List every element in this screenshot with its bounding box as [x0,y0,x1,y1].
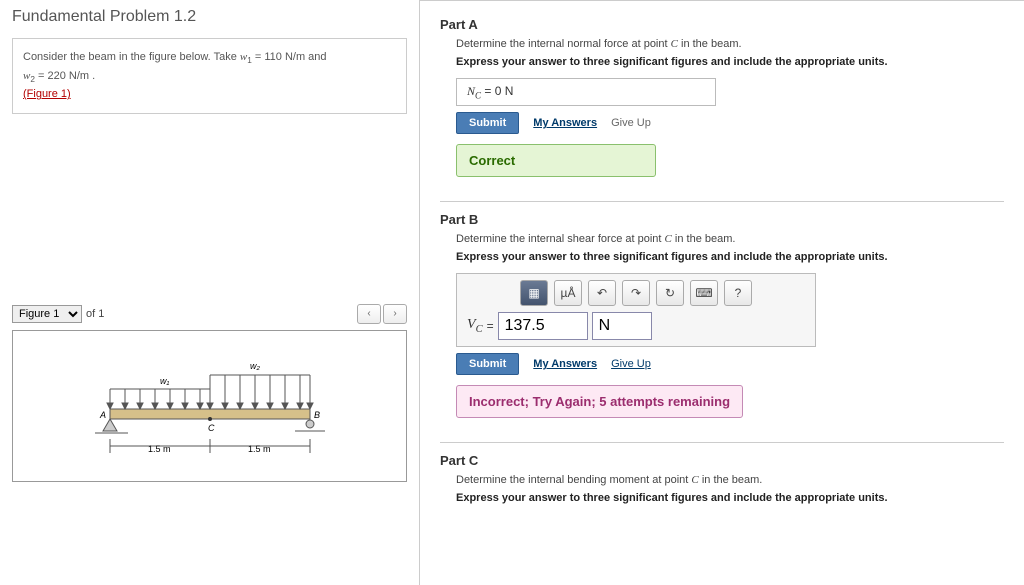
part-a-buttons: Submit My Answers Give Up [456,112,1004,134]
part-b-input-row: VC = [467,312,805,340]
part-b-buttons: Submit My Answers Give Up [456,353,1004,375]
dim-2: 1.5 m [248,444,271,454]
figure-header: Figure 1 of 1 ‹ › [12,304,407,324]
figure-next-button[interactable]: › [383,304,407,324]
part-b-eq: = [487,319,494,333]
equation-tool-icon[interactable]: ▦ [520,280,548,306]
part-c-instr: Determine the internal bending moment at… [456,474,1004,486]
figure-select[interactable]: Figure 1 [12,305,82,323]
reset-button[interactable]: ↻ [656,280,684,306]
w2-unit: N/m [69,70,89,82]
prompt-mid: and [305,51,326,63]
keyboard-button[interactable]: ⌨ [690,280,718,306]
units-tool-button[interactable]: µÅ [554,280,582,306]
part-a-my-answers-link[interactable]: My Answers [533,117,597,129]
figure-frame: w₁ w₂ A B C 1.5 m 1.5 m [12,330,407,482]
part-a-answer-display: NC = 0 N [456,78,716,106]
part-a-instr: Determine the internal normal force at p… [456,38,1004,50]
redo-button[interactable]: ↷ [622,280,650,306]
part-c-bold: Express your answer to three significant… [456,492,1004,504]
w1-eq: = 110 [252,51,285,63]
right-panel: Part A Determine the internal normal for… [420,0,1024,585]
left-panel: Fundamental Problem 1.2 Consider the bea… [0,0,420,585]
w1-unit: N/m [285,51,305,63]
figure-nav: ‹ › [357,304,407,324]
part-b-var: VC [467,317,483,335]
w2-eq: = 220 [35,70,69,82]
part-a-bold: Express your answer to three significant… [456,56,1004,68]
undo-button[interactable]: ↶ [588,280,616,306]
problem-title: Fundamental Problem 1.2 [12,8,407,26]
part-b-my-answers-link[interactable]: My Answers [533,358,597,370]
part-b-value-input[interactable] [498,312,588,340]
part-b-feedback: Incorrect; Try Again; 5 attempts remaini… [456,385,743,418]
help-button[interactable]: ? [724,280,752,306]
part-b-unit-input[interactable] [592,312,652,340]
point-c: C [208,423,215,433]
w1-label: w₁ [160,376,169,386]
part-b-input-box: ▦ µÅ ↶ ↷ ↻ ⌨ ? VC = [456,273,816,347]
part-b-submit-button[interactable]: Submit [456,353,519,375]
dim-1: 1.5 m [148,444,171,454]
part-c-body: Determine the internal bending moment at… [440,474,1004,504]
part-b-body: Determine the internal shear force at po… [440,233,1004,436]
figure-area: Figure 1 of 1 ‹ › [12,304,407,482]
w2-label: w₂ [250,361,260,371]
figure-prev-button[interactable]: ‹ [357,304,381,324]
part-b-give-up-link[interactable]: Give Up [611,358,651,370]
part-b-label: Part B [440,212,1004,227]
part-c-label: Part C [440,453,1004,468]
figure-of-label: of 1 [86,308,104,320]
part-b-toolbar: ▦ µÅ ↶ ↷ ↻ ⌨ ? [467,280,805,306]
part-a-body: Determine the internal normal force at p… [440,38,1004,195]
prompt-box: Consider the beam in the figure below. T… [12,38,407,114]
part-a-feedback: Correct [456,144,656,177]
part-a-give-up-link[interactable]: Give Up [611,117,651,129]
point-b: B [314,410,320,420]
point-a: A [99,410,106,420]
divider-bc [440,442,1004,443]
part-a-label: Part A [440,17,1004,32]
prompt-end: . [89,70,95,82]
part-b-bold: Express your answer to three significant… [456,251,1004,263]
part-b-instr: Determine the internal shear force at po… [456,233,1004,245]
beam-diagram: w₁ w₂ A B C 1.5 m 1.5 m [70,351,350,461]
divider-ab [440,201,1004,202]
prompt-text: Consider the beam in the figure below. T… [23,51,240,63]
figure-link[interactable]: (Figure 1) [23,88,71,100]
part-a-submit-button[interactable]: Submit [456,112,519,134]
